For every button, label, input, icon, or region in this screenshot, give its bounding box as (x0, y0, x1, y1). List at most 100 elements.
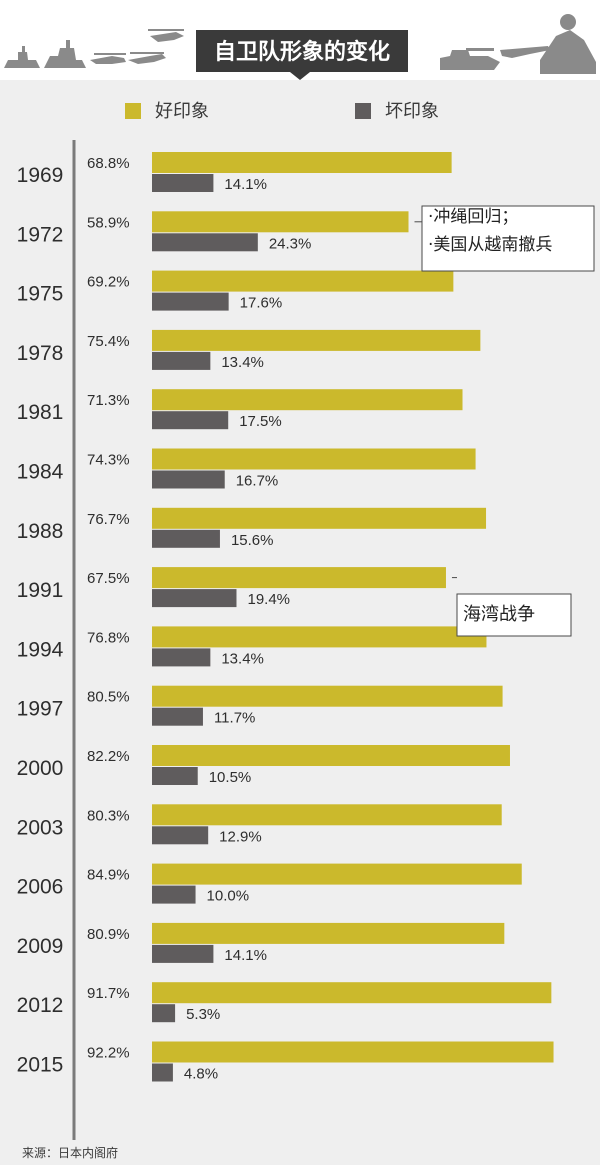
source-note: 来源：日本内阁府 (22, 1145, 118, 1160)
value-label-good-1994: 76.8% (87, 629, 130, 646)
annotation-box-1991 (456, 593, 572, 637)
year-label-1969: 1969 (17, 164, 64, 187)
year-label-1975: 1975 (17, 283, 64, 306)
bar-bad-1984 (152, 470, 225, 489)
value-label-bad-1988: 15.6% (231, 532, 274, 549)
value-label-bad-2006: 10.0% (207, 888, 250, 905)
value-label-good-1978: 75.4% (87, 333, 130, 350)
value-label-good-1988: 76.7% (87, 511, 130, 528)
bar-bad-2000 (152, 767, 198, 785)
bar-group-1997: 1997 80.5% 11.7% (17, 685, 503, 727)
bar-good-2012 (152, 982, 552, 1004)
bar-bad-1981 (152, 411, 229, 430)
bar-bad-2009 (152, 944, 214, 963)
bar-group-1988: 1988 76.7% 15.6% (17, 507, 487, 549)
value-label-bad-1991: 19.4% (247, 591, 290, 608)
military-silhouettes-right-icon (440, 14, 596, 74)
value-label-bad-1975: 17.6% (240, 295, 283, 312)
year-label-1997: 1997 (17, 698, 64, 721)
bar-bad-2006 (152, 885, 196, 904)
value-label-bad-1994: 13.4% (221, 650, 264, 667)
value-label-good-1991: 67.5% (87, 570, 130, 587)
legend: 好印象 坏印象 (125, 101, 439, 122)
bar-group-2000: 2000 82.2% 10.5% (17, 745, 510, 786)
bar-group-2012: 2012 91.7% 5.3% (17, 982, 552, 1023)
bar-group-1994: 1994 76.8% 13.4% (17, 626, 487, 667)
bar-good-1994 (152, 626, 487, 648)
year-label-1984: 1984 (17, 461, 64, 484)
bar-good-1984 (152, 448, 476, 470)
year-label-2015: 2015 (17, 1054, 64, 1077)
bar-group-1969: 1969 68.8% 14.1% (17, 152, 452, 193)
legend-label-good: 好印象 (155, 101, 209, 122)
annotation-text-1972-0: ·冲绳回归； (428, 207, 518, 227)
value-label-good-2012: 91.7% (87, 985, 130, 1002)
title-box (196, 30, 408, 72)
bar-good-1981 (152, 389, 463, 411)
annotation-text-1972-1: ·美国从越南撤兵 (428, 235, 552, 255)
year-label-2006: 2006 (17, 876, 64, 899)
value-label-bad-1972: 24.3% (269, 235, 312, 252)
bar-bad-1988 (152, 529, 220, 548)
bar-bad-1994 (152, 648, 211, 667)
military-silhouettes-left-icon (4, 29, 184, 68)
bar-good-1997 (152, 685, 503, 707)
bar-bad-1972 (152, 233, 258, 252)
bar-group-1991: 1991 67.5% 19.4% (17, 567, 446, 608)
bar-bad-1997 (152, 707, 203, 726)
value-label-bad-1969: 14.1% (224, 176, 267, 193)
value-label-bad-2009: 14.1% (224, 947, 267, 964)
value-label-bad-1978: 13.4% (221, 354, 264, 371)
title-pointer (290, 72, 310, 80)
year-label-1972: 1972 (17, 223, 64, 246)
value-label-good-1997: 80.5% (87, 689, 130, 706)
bar-good-1991 (152, 567, 446, 589)
bar-bad-1978 (152, 351, 211, 370)
value-label-good-2003: 80.3% (87, 807, 130, 824)
chart-title: 自卫队形象的变化 (214, 39, 390, 65)
year-label-1981: 1981 (17, 401, 64, 424)
bar-bad-1969 (152, 174, 214, 192)
year-label-1994: 1994 (17, 638, 64, 661)
value-label-good-2009: 80.9% (87, 926, 130, 943)
value-label-bad-2012: 5.3% (186, 1006, 220, 1023)
annotation-box-1972 (421, 205, 595, 272)
year-label-2009: 2009 (17, 935, 64, 958)
bar-group-1984: 1984 74.3% 16.7% (17, 448, 476, 490)
bar-bad-1991 (152, 589, 237, 608)
value-label-good-1984: 74.3% (87, 452, 130, 469)
value-label-good-1981: 71.3% (87, 392, 130, 409)
bar-group-1981: 1981 71.3% 17.5% (17, 389, 463, 430)
bar-group-2006: 2006 84.9% 10.0% (17, 863, 522, 905)
value-label-good-1975: 69.2% (87, 274, 130, 291)
bar-good-1975 (152, 270, 454, 292)
bar-good-2006 (152, 863, 522, 885)
value-label-bad-2000: 10.5% (209, 769, 252, 786)
bar-group-1972: 1972 58.9% 24.3% (17, 211, 409, 252)
value-label-bad-1984: 16.7% (236, 473, 279, 490)
year-label-2012: 2012 (17, 994, 64, 1017)
bars-layer: 1969 68.8% 14.1% 1972 58.9% 24.3% 1975 69.2% 17.… (17, 152, 554, 1083)
annotation-1972: ·冲绳回归； ·美国从越南撤兵 (414, 205, 595, 272)
legend-label-bad: 坏印象 (385, 101, 439, 122)
value-label-bad-2015: 4.8% (184, 1066, 218, 1083)
value-label-good-1972: 58.9% (87, 214, 130, 231)
bar-group-2015: 2015 92.2% 4.8% (17, 1041, 554, 1083)
value-label-bad-1981: 17.5% (239, 413, 282, 430)
bar-good-1972 (152, 211, 409, 233)
annotation-1991: 海湾战争 (451, 577, 572, 637)
value-label-good-2000: 82.2% (87, 748, 130, 765)
value-label-bad-1997: 11.7% (214, 710, 255, 727)
bar-good-1969 (152, 152, 452, 173)
bar-bad-1975 (152, 292, 229, 311)
year-label-1991: 1991 (17, 579, 64, 602)
annotation-text-1991-0: 海湾战争 (463, 604, 535, 625)
bar-bad-2012 (152, 1004, 176, 1023)
bar-group-1978: 1978 75.4% 13.4% (17, 329, 481, 371)
bar-good-1988 (152, 507, 487, 529)
value-label-good-1969: 68.8% (87, 155, 130, 172)
bar-good-2000 (152, 745, 510, 766)
bar-good-2003 (152, 804, 502, 826)
year-label-2003: 2003 (17, 816, 64, 839)
